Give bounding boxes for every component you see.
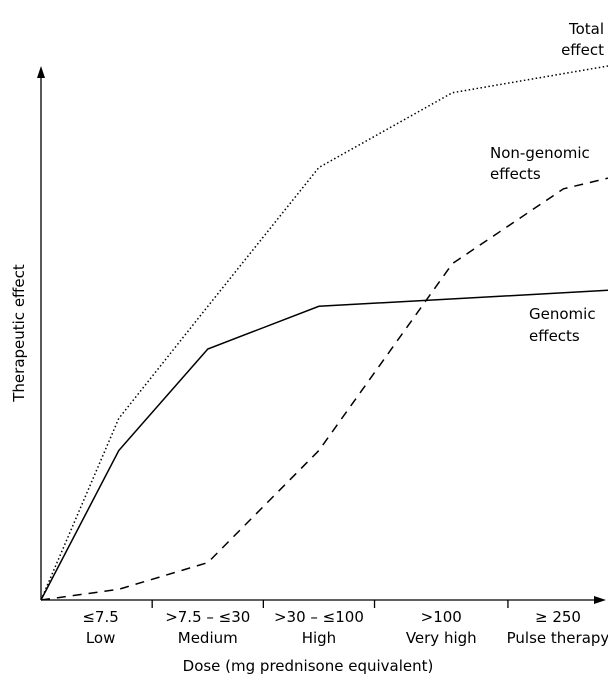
series-label-nongenomic: Non-genomic effects	[490, 144, 590, 183]
series-label-genomic-line1: Genomic	[529, 305, 596, 323]
category-name-5: Pulse therapy	[507, 629, 608, 647]
category-range-5: ≥ 250	[535, 608, 581, 626]
series-lines	[40, 65, 608, 601]
series-line-1	[40, 65, 608, 601]
series-label-nongenomic-line1: Non-genomic	[490, 144, 590, 162]
category-name-3: High	[302, 629, 336, 647]
category-name-4: Very high	[406, 629, 477, 647]
category-range-1: ≤7.5	[82, 608, 118, 626]
category-name-1: Low	[86, 629, 116, 647]
series-label-nongenomic-line2: effects	[490, 165, 541, 183]
x-ticks	[151, 600, 509, 608]
x-axis-arrow	[594, 596, 606, 604]
category-range-4: >100	[421, 608, 462, 626]
series-line-3	[40, 289, 608, 601]
category-range-3: >30 – ≤100	[274, 608, 364, 626]
series-line-2	[40, 177, 608, 601]
x-axis-label: Dose (mg prednisone equivalent)	[183, 657, 434, 675]
y-axis-label: Therapeutic effect	[10, 264, 28, 403]
category-labels: ≤7.5 Low >7.5 – ≤30 Medium >30 – ≤100 High >10…	[82, 608, 608, 647]
category-name-2: Medium	[178, 629, 238, 647]
y-axis-arrow	[37, 66, 45, 78]
series-label-genomic-line2: effects	[529, 327, 580, 345]
series-label-total-line2: effect	[561, 41, 604, 59]
series-label-total: Total effect	[561, 20, 604, 59]
category-range-2: >7.5 – ≤30	[165, 608, 250, 626]
series-label-genomic: Genomic effects	[529, 305, 596, 345]
series-label-total-line1: Total	[568, 20, 604, 38]
